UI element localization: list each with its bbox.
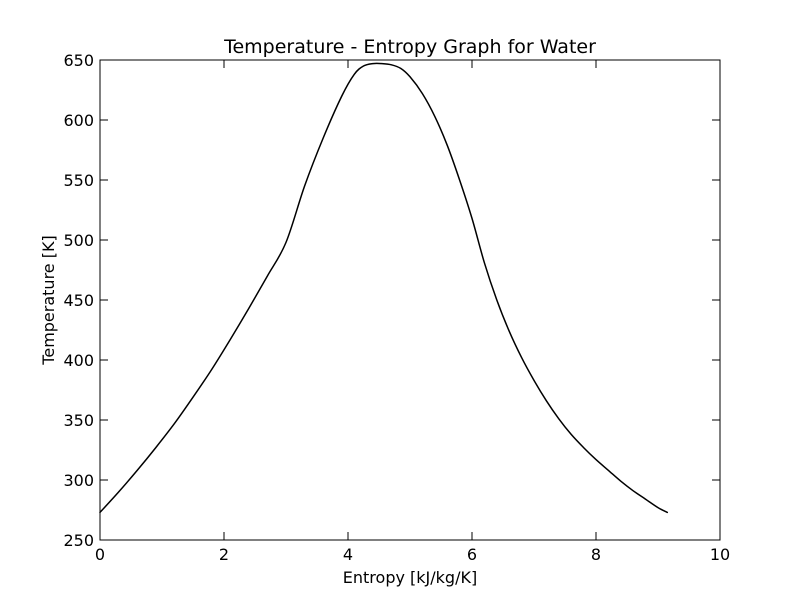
x-tick-label: 6 [467, 545, 477, 564]
y-axis-title: Temperature [K] [39, 235, 58, 365]
x-tick-label: 2 [219, 545, 229, 564]
y-tick-label: 500 [63, 231, 94, 250]
plot-area: 0 2 4 6 8 10 250 300 350 400 450 500 550 600 650 [63, 51, 730, 564]
y-tick-label: 400 [63, 351, 94, 370]
y-tick-label: 350 [63, 411, 94, 430]
y-tick-label: 550 [63, 171, 94, 190]
x-tick-label: 8 [591, 545, 601, 564]
y-tick-label: 250 [63, 531, 94, 550]
x-tick-label: 4 [343, 545, 353, 564]
series-line [99, 62, 669, 514]
x-tick-label: 10 [710, 545, 730, 564]
chart-title: Temperature - Entropy Graph for Water [223, 36, 596, 58]
y-tick-label: 450 [63, 291, 94, 310]
x-axis-ticks: 0 2 4 6 8 10 [95, 60, 730, 564]
y-axis-ticks: 250 300 350 400 450 500 550 600 650 [63, 51, 720, 550]
y-tick-label: 600 [63, 111, 94, 130]
x-axis-title: Entropy [kJ/kg/K] [343, 568, 477, 587]
plot-frame [99, 59, 721, 541]
y-tick-label: 650 [63, 51, 94, 70]
x-tick-label: 0 [95, 545, 105, 564]
y-tick-label: 300 [63, 471, 94, 490]
